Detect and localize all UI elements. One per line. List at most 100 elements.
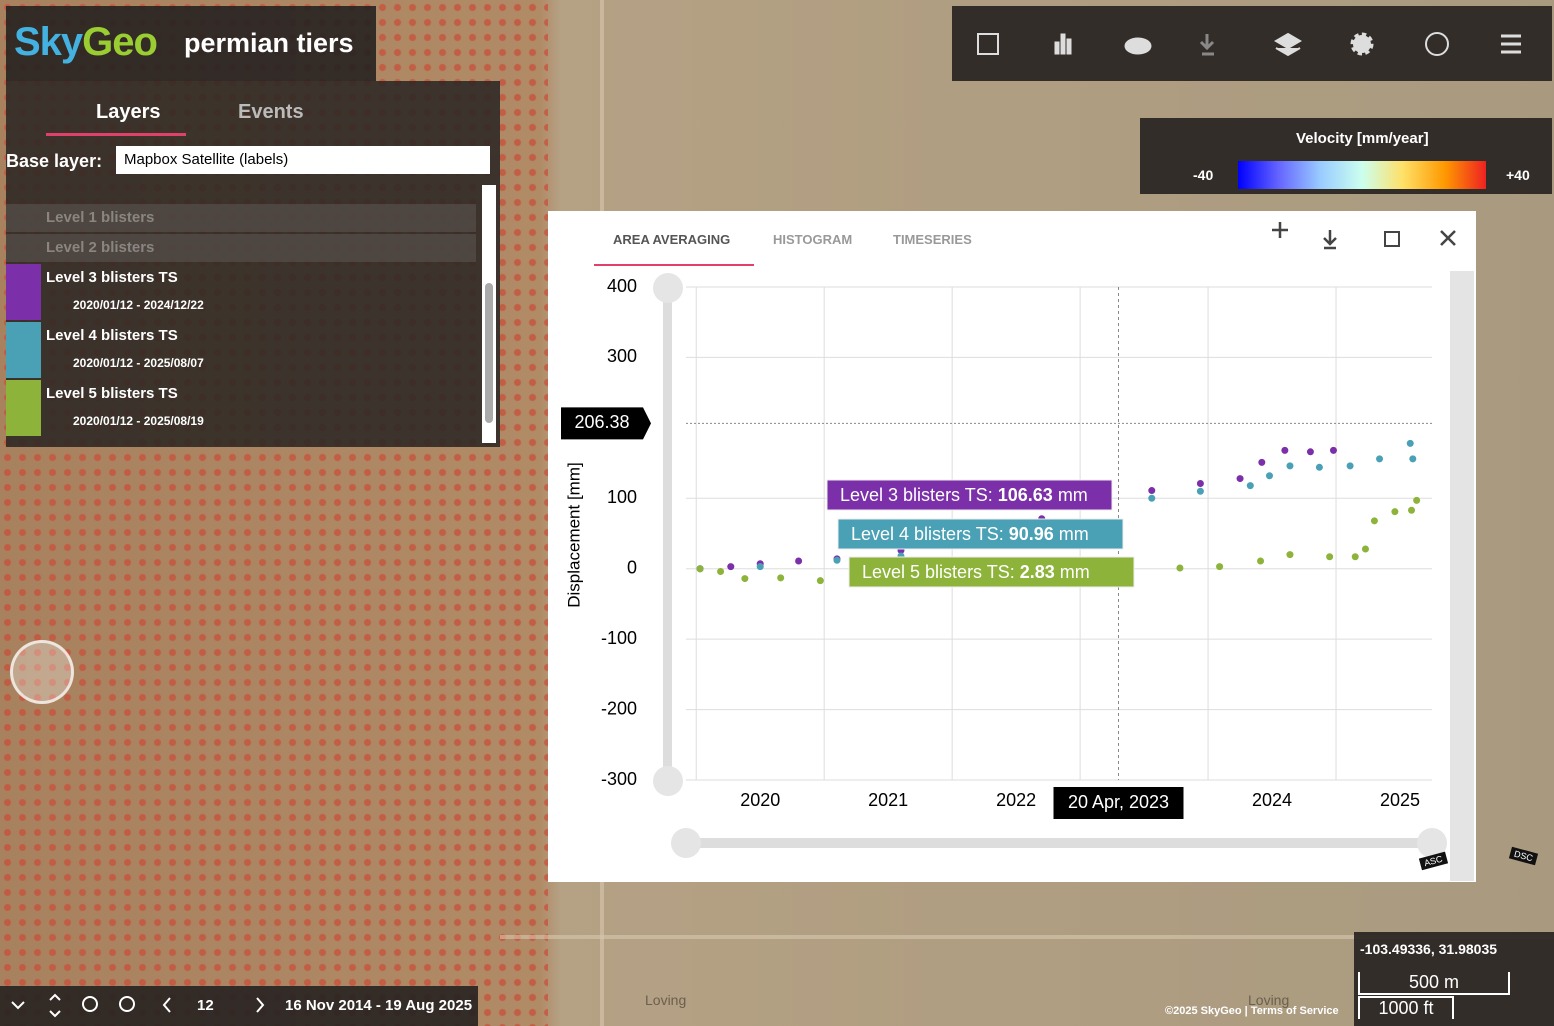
- layer-name: Level 2 blisters: [46, 239, 155, 256]
- layer-row[interactable]: Level 5 blisters TS 2020/01/12 - 2025/08/…: [6, 380, 476, 436]
- data-point: [1376, 455, 1384, 463]
- legend-max: +40: [1506, 167, 1530, 183]
- data-point: [816, 577, 824, 585]
- logo[interactable]: SkyGeo: [14, 20, 158, 65]
- y-tick-label: -100: [601, 628, 637, 648]
- base-layer-select[interactable]: Mapbox Satellite (labels): [116, 146, 490, 174]
- x-tick-label: 2024: [1252, 790, 1292, 810]
- slider-handle[interactable]: [653, 766, 683, 796]
- layer-name: Level 1 blisters: [46, 209, 155, 226]
- data-point: [1329, 446, 1337, 454]
- data-point: [1148, 494, 1156, 502]
- x-tick-label: 2020: [740, 790, 780, 810]
- data-point: [1408, 506, 1416, 514]
- tooltip-unit: mm: [1058, 485, 1088, 505]
- value-flag-label: 206.38: [574, 412, 629, 432]
- data-point: [756, 563, 764, 571]
- layers-panel: Layers Events Base layer: Mapbox Satelli…: [6, 81, 500, 447]
- tooltip-text: Level 5 blisters TS: 2.83 mm: [862, 562, 1090, 582]
- scale-metric: 500 m: [1358, 972, 1510, 995]
- attribution[interactable]: ©2025 SkyGeo | Terms of Service: [1165, 1005, 1339, 1017]
- tab-events[interactable]: Events: [238, 101, 304, 123]
- data-point: [1148, 487, 1156, 495]
- collapse-button[interactable]: [11, 1001, 25, 1010]
- y-tick-label: 0: [627, 557, 637, 577]
- data-point: [696, 565, 704, 573]
- legend-colorbar: [1238, 161, 1486, 189]
- tab-layers[interactable]: Layers: [96, 101, 161, 123]
- settings-button[interactable]: [1350, 32, 1374, 56]
- layer-name: Level 5 blisters TS: [46, 385, 178, 402]
- layer-row[interactable]: Level 1 blisters: [6, 204, 476, 232]
- data-point: [1265, 472, 1273, 480]
- data-point: [1361, 545, 1369, 553]
- slider-handle[interactable]: [1417, 828, 1447, 858]
- layer-row[interactable]: Level 3 blisters TS 2020/01/12 - 2024/12/…: [6, 264, 476, 320]
- y-tick-label: -300: [601, 769, 637, 789]
- data-point: [727, 563, 735, 571]
- logo-sky: Sky: [14, 20, 83, 64]
- project-name: permian tiers: [184, 28, 354, 58]
- data-point: [741, 575, 749, 583]
- x-tick-label: 2022: [996, 790, 1036, 810]
- prev-button[interactable]: [162, 997, 171, 1013]
- y-range-slider[interactable]: [663, 287, 672, 780]
- tab-area-averaging[interactable]: AREA AVERAGING: [613, 232, 731, 247]
- layer-dates: 2020/01/12 - 2024/12/22: [73, 298, 204, 312]
- data-point: [833, 556, 841, 564]
- tooltip-label: Level 4 blisters TS:: [851, 524, 1004, 544]
- tab-timeseries[interactable]: TIMESERIES: [893, 232, 972, 247]
- data-point: [1286, 462, 1294, 470]
- layer-row[interactable]: Level 2 blisters: [6, 234, 476, 262]
- base-layer-label: Base layer:: [6, 151, 103, 171]
- date-range: 16 Nov 2014 - 19 Aug 2025: [285, 997, 473, 1014]
- x-tick-label: 2021: [868, 790, 908, 810]
- data-point: [1406, 439, 1414, 447]
- tooltip-label: Level 3 blisters TS:: [840, 485, 993, 505]
- x-range-slider[interactable]: [686, 838, 1432, 848]
- slider-handle[interactable]: [653, 273, 683, 303]
- 3d-button[interactable]: [977, 33, 999, 55]
- zoom-out[interactable]: [82, 996, 98, 1012]
- zoom-in[interactable]: [119, 996, 135, 1012]
- tooltip-label: Level 5 blisters TS:: [862, 562, 1015, 582]
- tab-histogram[interactable]: HISTOGRAM: [773, 232, 853, 247]
- visibility-toggle[interactable]: [6, 380, 41, 436]
- road: [500, 935, 1554, 939]
- menu-button[interactable]: [1501, 34, 1521, 54]
- chart-button[interactable]: [1054, 33, 1072, 55]
- help-button[interactable]: [1425, 32, 1449, 56]
- legend-min: -40: [1193, 167, 1214, 183]
- logo-geo: Geo: [82, 20, 158, 64]
- chart: Displacement [mm] -300 -200 -100 0 100 300 400…: [561, 222, 1456, 858]
- data-point: [1257, 557, 1265, 565]
- data-point: [1258, 458, 1266, 466]
- data-point: [1281, 446, 1289, 454]
- next-button[interactable]: [256, 997, 265, 1013]
- data-point: [1413, 496, 1421, 504]
- expand-button[interactable]: [49, 993, 61, 1018]
- panel-actions[interactable]: [1272, 222, 1456, 250]
- layer-name: Level 3 blisters TS: [46, 269, 178, 286]
- scrollbar[interactable]: [482, 185, 496, 443]
- lock-button[interactable]: [1384, 231, 1400, 247]
- tooltip-text: Level 4 blisters TS: 90.96 mm: [851, 524, 1089, 544]
- map-info: -103.49336, 31.98035 500 m 1000 ft: [1354, 932, 1554, 1026]
- visibility-toggle[interactable]: [6, 322, 41, 378]
- y-tick-label: -200: [601, 698, 637, 718]
- layers-button[interactable]: [1274, 32, 1302, 57]
- upload-button[interactable]: [1124, 37, 1152, 55]
- data-point: [1326, 553, 1334, 561]
- side-collapse[interactable]: [1450, 271, 1474, 881]
- slider-handle[interactable]: [671, 828, 701, 858]
- legend-title: Velocity [mm/year]: [1296, 130, 1429, 147]
- layer-row[interactable]: Level 4 blisters TS 2020/01/12 - 2025/08/…: [6, 322, 476, 378]
- data-point: [1196, 479, 1204, 487]
- visibility-toggle[interactable]: [6, 264, 41, 320]
- download-button[interactable]: [1199, 34, 1215, 56]
- y-axis-label: Displacement [mm]: [564, 462, 583, 607]
- data-point: [1306, 448, 1314, 456]
- map-cursor: [10, 640, 74, 704]
- data-point: [1351, 553, 1359, 561]
- data-point: [777, 574, 785, 582]
